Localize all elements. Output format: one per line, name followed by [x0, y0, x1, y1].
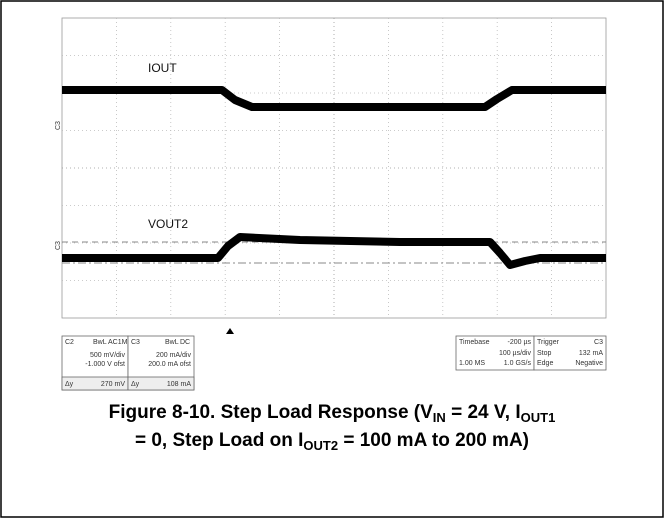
timebase-value: -200 µs: [508, 339, 532, 346]
panel-delta: Δy: [131, 381, 140, 388]
trigger-value: Stop: [537, 350, 552, 357]
caption-line: Figure 8-10. Step Load Response (VIN = 2…: [109, 402, 556, 425]
trigger-title: Trigger: [537, 339, 560, 346]
panel-delta: 270 mV: [101, 381, 125, 388]
panel-line: 200.0 mA ofst: [148, 361, 191, 368]
timebase-value: 100 µs/div: [499, 350, 532, 357]
trigger-value: C3: [594, 339, 603, 346]
caption-text: = 0, Step Load on I: [135, 430, 303, 451]
caption-sub: OUT1: [521, 410, 556, 425]
panel-badge: DC: [180, 339, 190, 346]
caption-text: = 24 V, I: [446, 402, 521, 423]
trigger-value: Edge: [537, 360, 553, 367]
panel-header: C2: [65, 339, 74, 346]
panel-delta: 108 mA: [167, 381, 191, 388]
timebase-value: 1.00 MS: [459, 360, 485, 367]
c2-panel: C2 BwL AC1M 500 mV/div -1.000 V ofst Δy …: [62, 336, 128, 390]
panel-badge: AC1M: [108, 339, 128, 346]
trigger-value: Negative: [575, 360, 603, 367]
timebase-value: 1.0 GS/s: [504, 360, 532, 367]
channel-marker: C3: [55, 241, 62, 250]
timebase-title: Timebase: [459, 339, 490, 346]
trigger-value: 132 mA: [579, 350, 603, 357]
panel-header: C3: [131, 339, 140, 346]
trigger-panel: Trigger C3 Stop 132 mA Edge Negative: [534, 336, 606, 370]
trace-label: VOUT2: [148, 217, 188, 231]
panel-line: 200 mA/div: [156, 352, 192, 359]
caption-text: = 100 mA to 200 mA): [338, 430, 529, 451]
panel-line: 500 mV/div: [90, 352, 126, 359]
caption-sub: OUT2: [303, 438, 338, 453]
caption-text: Figure 8-10. Step Load Response (V: [109, 402, 433, 423]
panel-delta: Δy: [65, 381, 74, 388]
panel-line: -1.000 V ofst: [85, 361, 125, 368]
timebase-panel: Timebase -200 µs 100 µs/div 1.00 MS 1.0 …: [456, 336, 534, 370]
panel-badge: BwL: [93, 339, 107, 346]
trace-label: IOUT: [148, 61, 177, 75]
caption-sub: IN: [433, 410, 446, 425]
channel-marker: C3: [55, 121, 62, 130]
figure: IOUT VOUT2 C3 C3 C2 BwL AC1M 500 mV/div …: [0, 0, 664, 518]
c3-panel: C3 BwL DC 200 mA/div 200.0 mA ofst Δy 10…: [128, 336, 194, 390]
panel-badge: BwL: [165, 339, 179, 346]
